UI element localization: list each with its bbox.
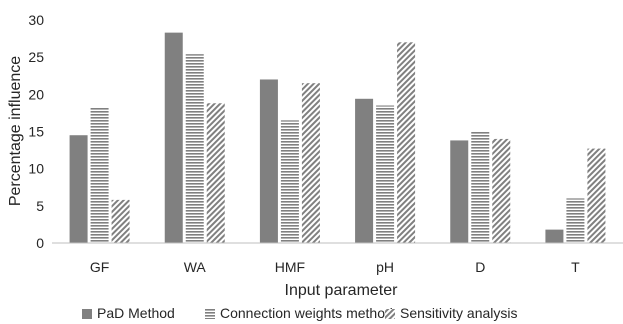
bar-gf-series-2 [90, 107, 109, 243]
legend-swatch-3 [385, 309, 395, 319]
legend-label-2: Connection weights method [220, 305, 393, 321]
x-axis-title: Input parameter [285, 282, 399, 299]
bar-ph-series-1 [355, 98, 374, 243]
bar-wa-series-3 [206, 103, 225, 244]
bar-t-series-3 [587, 148, 606, 243]
y-tick-label: 15 [28, 124, 44, 140]
bars [69, 32, 606, 244]
x-tick-label: HMF [275, 259, 305, 275]
y-tick-label: 10 [28, 161, 44, 177]
bar-ph-series-2 [376, 105, 395, 243]
bar-t-series-1 [545, 229, 564, 243]
x-tick-label: D [475, 259, 485, 275]
bar-gf-series-3 [111, 199, 130, 243]
x-tick-label: GF [90, 259, 109, 275]
legend-swatch-2 [205, 309, 215, 319]
y-axis-ticks: 0 5 10 15 20 25 30 [28, 12, 44, 251]
legend: PaD Method Connection weights method Sensi… [82, 305, 518, 321]
x-tick-label: T [571, 259, 580, 275]
x-axis-ticks: GF WA HMF pH D T [90, 259, 580, 275]
bar-wa-series-1 [164, 32, 183, 244]
bar-ph-series-3 [397, 42, 416, 243]
y-tick-label: 25 [28, 49, 44, 65]
y-tick-label: 20 [28, 86, 44, 102]
y-tick-label: 5 [36, 198, 44, 214]
y-tick-label: 0 [36, 235, 44, 251]
bar-wa-series-2 [185, 54, 204, 244]
bar-d-series-3 [492, 138, 511, 243]
x-tick-label: WA [184, 259, 207, 275]
bar-d-series-2 [471, 131, 490, 243]
y-tick-label: 30 [28, 12, 44, 28]
y-axis-title: Percentage influence [7, 56, 24, 206]
bar-gf-series-1 [69, 135, 88, 243]
x-tick-label: pH [376, 259, 394, 275]
bar-hmf-series-2 [280, 120, 299, 243]
bar-d-series-1 [450, 140, 469, 243]
legend-label-3: Sensitivity analysis [400, 305, 518, 321]
legend-label-1: PaD Method [97, 305, 175, 321]
legend-swatch-1 [82, 309, 92, 319]
bar-t-series-2 [566, 198, 585, 243]
bar-hmf-series-3 [301, 83, 320, 243]
bar-hmf-series-1 [259, 79, 278, 243]
